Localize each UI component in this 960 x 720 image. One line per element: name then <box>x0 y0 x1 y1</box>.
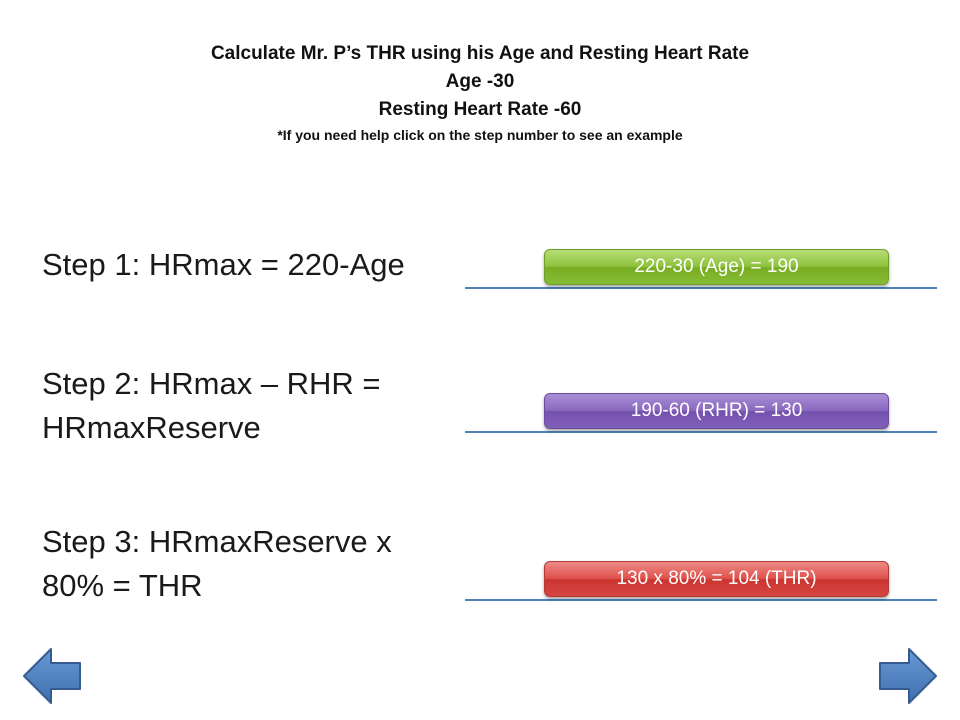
step-3-text[interactable]: Step 3: HRmaxReserve x 80% = THR <box>42 520 442 608</box>
step-1-text[interactable]: Step 1: HRmax = 220-Age <box>42 243 442 287</box>
previous-slide-button[interactable] <box>22 647 82 705</box>
step-3-label-line1: Step 3: HRmaxReserve x <box>42 524 392 559</box>
step-2-answer-button[interactable]: 190-60 (RHR) = 130 <box>544 393 889 429</box>
slide-header: Calculate Mr. P’s THR using his Age and … <box>80 40 880 146</box>
slide-title: Calculate Mr. P’s THR using his Age and … <box>210 43 750 64</box>
step-1-label: Step 1: HRmax = 220-Age <box>42 247 405 282</box>
age-value: Age -30 <box>445 71 515 92</box>
step-2-label-line1: Step 2: HRmax – RHR = <box>42 366 381 401</box>
step-3-answer-line <box>465 599 937 601</box>
step-3-answer-button[interactable]: 130 x 80% = 104 (THR) <box>544 561 889 597</box>
left-arrow-icon <box>23 648 81 704</box>
step-2-text[interactable]: Step 2: HRmax – RHR = HRmaxReserve <box>42 362 442 450</box>
right-arrow-icon <box>879 648 937 704</box>
resting-heart-rate-value: Resting Heart Rate -60 <box>378 99 582 120</box>
step-1-answer-line <box>465 287 937 289</box>
step-3-label-line2: 80% = THR <box>42 568 203 603</box>
help-note: *If you need help click on the step numb… <box>277 127 683 143</box>
step-2-label-line2: HRmaxReserve <box>42 410 261 445</box>
step-2-answer-line <box>465 431 937 433</box>
next-slide-button[interactable] <box>878 647 938 705</box>
step-1-answer-button[interactable]: 220-30 (Age) = 190 <box>544 249 889 285</box>
